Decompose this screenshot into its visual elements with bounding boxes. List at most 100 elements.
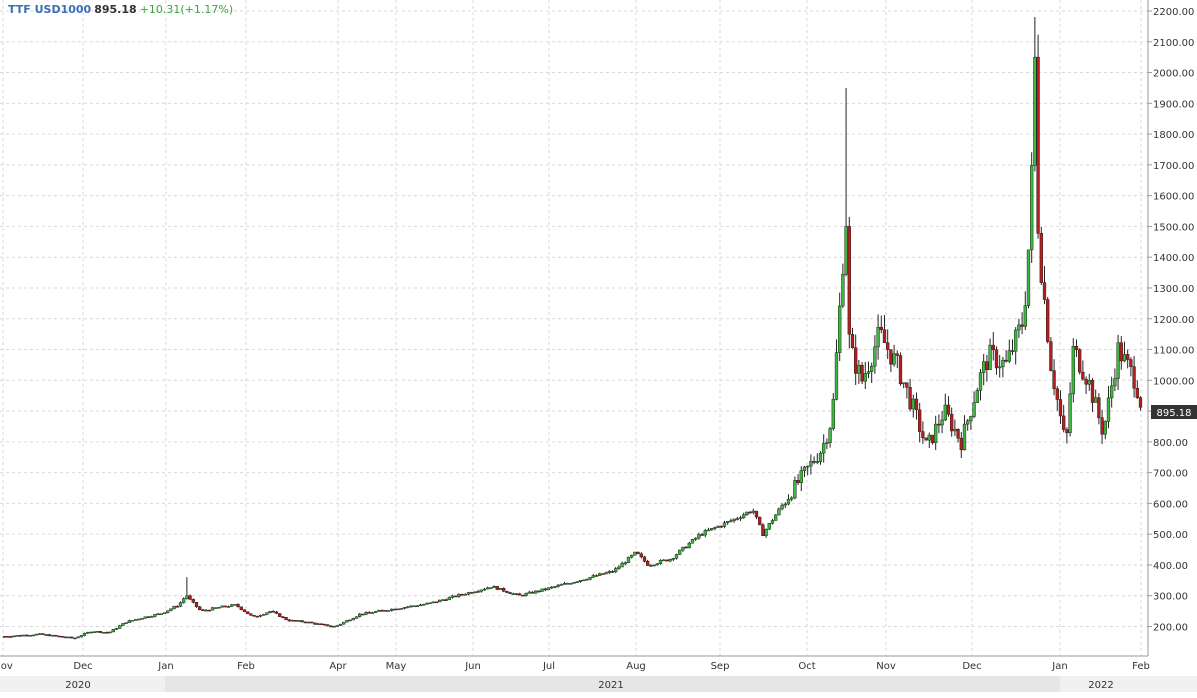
candle-body: [927, 434, 931, 441]
candle-body: [530, 591, 535, 594]
candle-body: [994, 349, 999, 369]
candle-body: [687, 542, 691, 548]
candle-body: [233, 604, 237, 606]
y-tick-label: 1200.00: [1153, 315, 1194, 326]
candle-body: [278, 613, 282, 617]
candle-body: [1036, 56, 1040, 234]
candle-body: [716, 525, 720, 528]
candle-body: [406, 606, 410, 609]
candle-body: [450, 595, 455, 598]
candle-body: [575, 581, 579, 583]
candle-body: [377, 610, 381, 612]
candle-body: [470, 592, 474, 594]
candle-body: [249, 613, 253, 616]
candle-body: [274, 611, 279, 614]
candle-body: [300, 620, 304, 623]
candle-body: [543, 588, 547, 591]
candle-body: [684, 546, 688, 549]
candle-body: [1116, 342, 1120, 379]
candle-body: [1074, 345, 1079, 350]
candle-body: [1055, 388, 1059, 400]
candle-body: [370, 612, 375, 614]
candle-body: [188, 595, 192, 600]
candle-body: [1119, 342, 1123, 362]
x-tick-label: Jan: [1051, 661, 1067, 672]
candle-body: [950, 413, 954, 432]
candle-body: [1113, 378, 1117, 387]
candle-body: [940, 419, 944, 426]
candle-body: [460, 594, 464, 596]
candle-body: [242, 609, 247, 612]
candle-body: [1026, 249, 1031, 306]
candle-body: [332, 625, 336, 628]
candle-body: [12, 635, 16, 638]
y-tick-label: 1300.00: [1153, 284, 1194, 295]
candle-body: [790, 497, 794, 500]
candle-body: [658, 560, 663, 564]
candle-body: [1071, 345, 1075, 395]
candle-body: [678, 549, 682, 555]
candle-body: [214, 607, 218, 609]
candle-body: [780, 504, 784, 510]
candle-body: [252, 615, 256, 617]
candle-body: [326, 624, 330, 627]
candle-body: [614, 568, 618, 573]
candle-body: [700, 534, 704, 536]
candle-body: [719, 525, 723, 528]
candle-body: [246, 611, 250, 615]
y-tick-label: 2100.00: [1153, 38, 1194, 49]
candle-body: [105, 632, 109, 634]
y-tick-label: 1100.00: [1153, 346, 1194, 357]
last-price-tag-label: 895.18: [1157, 408, 1192, 419]
candle-body: [204, 609, 208, 612]
candle-body: [1100, 417, 1104, 435]
candle-body: [1081, 371, 1085, 380]
candle-body: [527, 591, 531, 594]
candle-body: [393, 608, 397, 611]
candle-body: [639, 553, 643, 558]
candle-body: [825, 442, 829, 444]
candle-body: [1046, 299, 1050, 342]
candle-body: [290, 620, 295, 622]
candle-body: [31, 634, 35, 637]
candle-body: [706, 529, 711, 532]
candle-body: [284, 617, 288, 621]
candle-body: [1052, 370, 1056, 389]
candle-body: [412, 605, 416, 608]
candle-body: [502, 587, 506, 592]
candle-body: [607, 571, 611, 573]
candle-body: [322, 623, 327, 626]
candle-body: [751, 510, 755, 513]
candle-body: [486, 587, 490, 590]
candle-body: [63, 636, 67, 639]
candle-body: [572, 582, 576, 584]
candle-body: [47, 634, 51, 637]
candle-body: [431, 601, 435, 604]
candle-body: [159, 613, 163, 615]
last-price: 895.18: [94, 3, 137, 16]
candle-body: [642, 556, 647, 562]
candle-body: [681, 546, 685, 551]
candle-body: [118, 625, 122, 629]
candle-body: [626, 556, 631, 563]
candle-body: [588, 577, 592, 580]
candle-body: [754, 510, 759, 518]
candle-body: [822, 443, 826, 454]
candle-body: [697, 534, 701, 539]
y-tick-label: 1800.00: [1153, 130, 1194, 141]
candle-body: [879, 326, 883, 331]
candle-body: [745, 511, 749, 516]
candle-body: [175, 606, 179, 608]
candle-body: [166, 610, 170, 613]
candle-body: [742, 514, 746, 519]
y-tick-label: 700.00: [1153, 469, 1188, 480]
candle-body: [598, 573, 602, 576]
candle-body: [1007, 350, 1011, 362]
candle-body: [831, 399, 835, 429]
x-tick-label: Feb: [1132, 661, 1150, 672]
candle-body: [1042, 282, 1047, 300]
candle-body: [25, 634, 29, 637]
instrument-symbol[interactable]: TTF USD1000: [8, 3, 92, 16]
candle-body: [150, 616, 154, 618]
